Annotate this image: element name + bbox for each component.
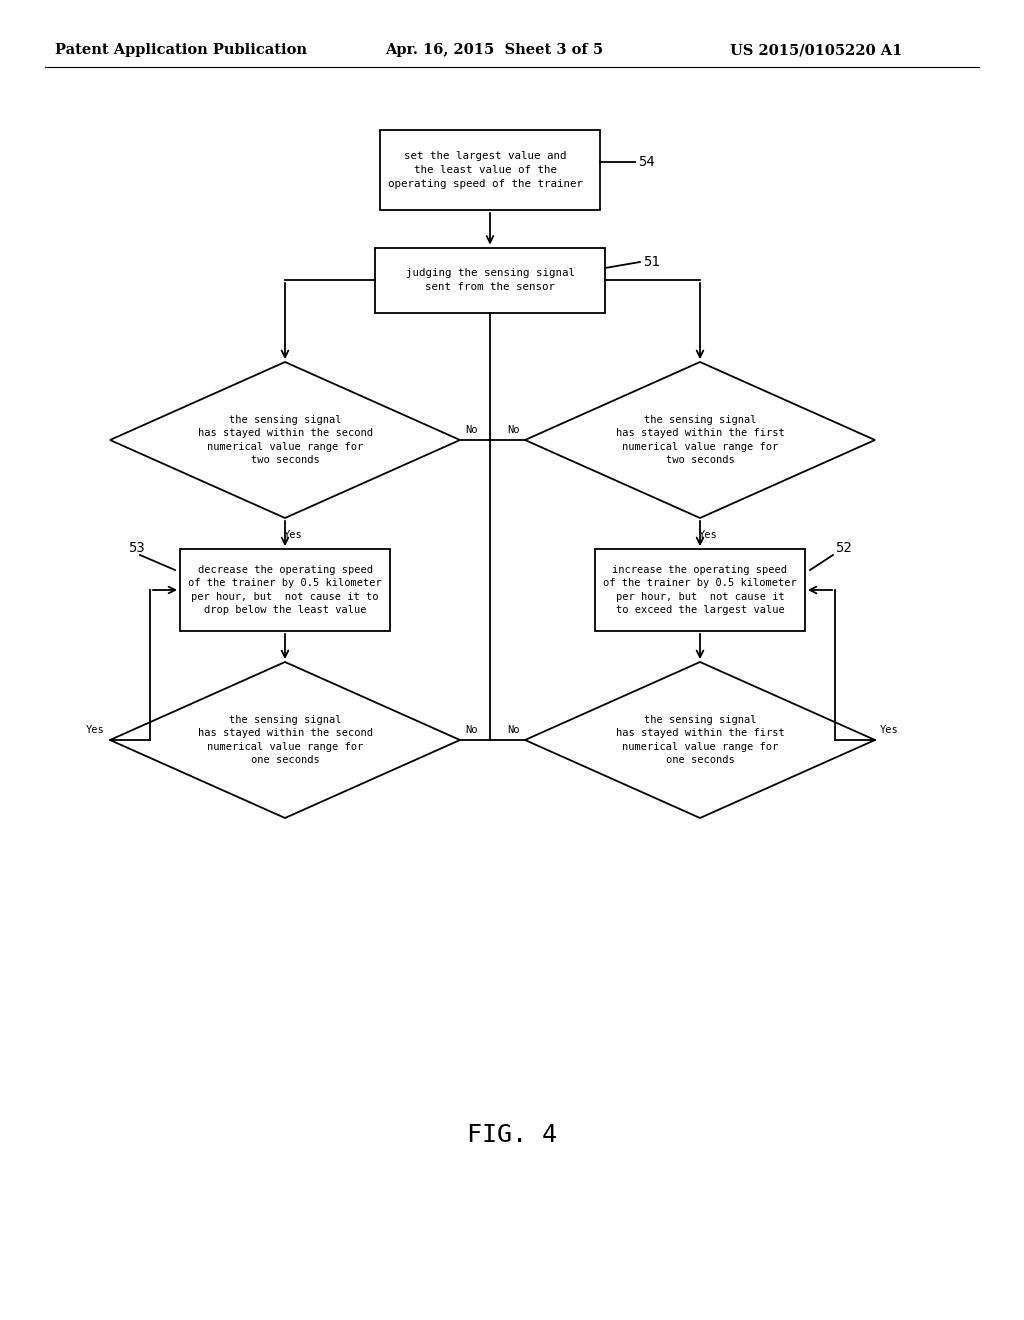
Text: set the largest value and
the least value of the
operating speed of the trainer: set the largest value and the least valu… (387, 152, 583, 189)
Text: increase the operating speed
of the trainer by 0.5 kilometer
per hour, but  not : increase the operating speed of the trai… (603, 565, 797, 615)
Text: the sensing signal
has stayed within the first
numerical value range for
two sec: the sensing signal has stayed within the… (615, 416, 784, 465)
Text: the sensing signal
has stayed within the first
numerical value range for
one sec: the sensing signal has stayed within the… (615, 715, 784, 764)
Text: Yes: Yes (86, 725, 105, 735)
Text: 51: 51 (643, 255, 659, 269)
Text: FIG. 4: FIG. 4 (467, 1123, 557, 1147)
Bar (595, 549, 805, 631)
Bar (380, 129, 600, 210)
Text: 52: 52 (835, 541, 852, 554)
Text: Yes: Yes (880, 725, 899, 735)
Text: 53: 53 (128, 541, 144, 554)
Text: No: No (508, 425, 520, 436)
Text: 54: 54 (638, 154, 654, 169)
Text: Apr. 16, 2015  Sheet 3 of 5: Apr. 16, 2015 Sheet 3 of 5 (385, 44, 603, 57)
Text: No: No (465, 425, 477, 436)
Bar (180, 549, 390, 631)
Text: Yes: Yes (284, 531, 302, 540)
Text: No: No (508, 725, 520, 735)
Text: US 2015/0105220 A1: US 2015/0105220 A1 (730, 44, 902, 57)
Text: Patent Application Publication: Patent Application Publication (55, 44, 307, 57)
Text: Yes: Yes (698, 531, 718, 540)
Text: decrease the operating speed
of the trainer by 0.5 kilometer
per hour, but  not : decrease the operating speed of the trai… (188, 565, 382, 615)
Bar (375, 248, 605, 313)
Text: the sensing signal
has stayed within the second
numerical value range for
one se: the sensing signal has stayed within the… (198, 715, 373, 764)
Text: judging the sensing signal
sent from the sensor: judging the sensing signal sent from the… (406, 268, 574, 292)
Text: No: No (465, 725, 477, 735)
Text: the sensing signal
has stayed within the second
numerical value range for
two se: the sensing signal has stayed within the… (198, 416, 373, 465)
